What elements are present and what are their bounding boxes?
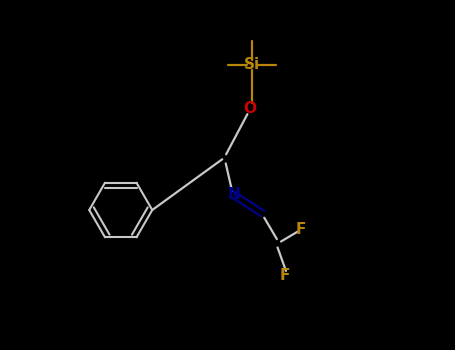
Text: F: F [296,223,306,237]
Text: O: O [244,101,257,116]
Text: Si: Si [244,57,260,72]
Text: F: F [280,268,290,282]
Text: N: N [228,188,240,202]
